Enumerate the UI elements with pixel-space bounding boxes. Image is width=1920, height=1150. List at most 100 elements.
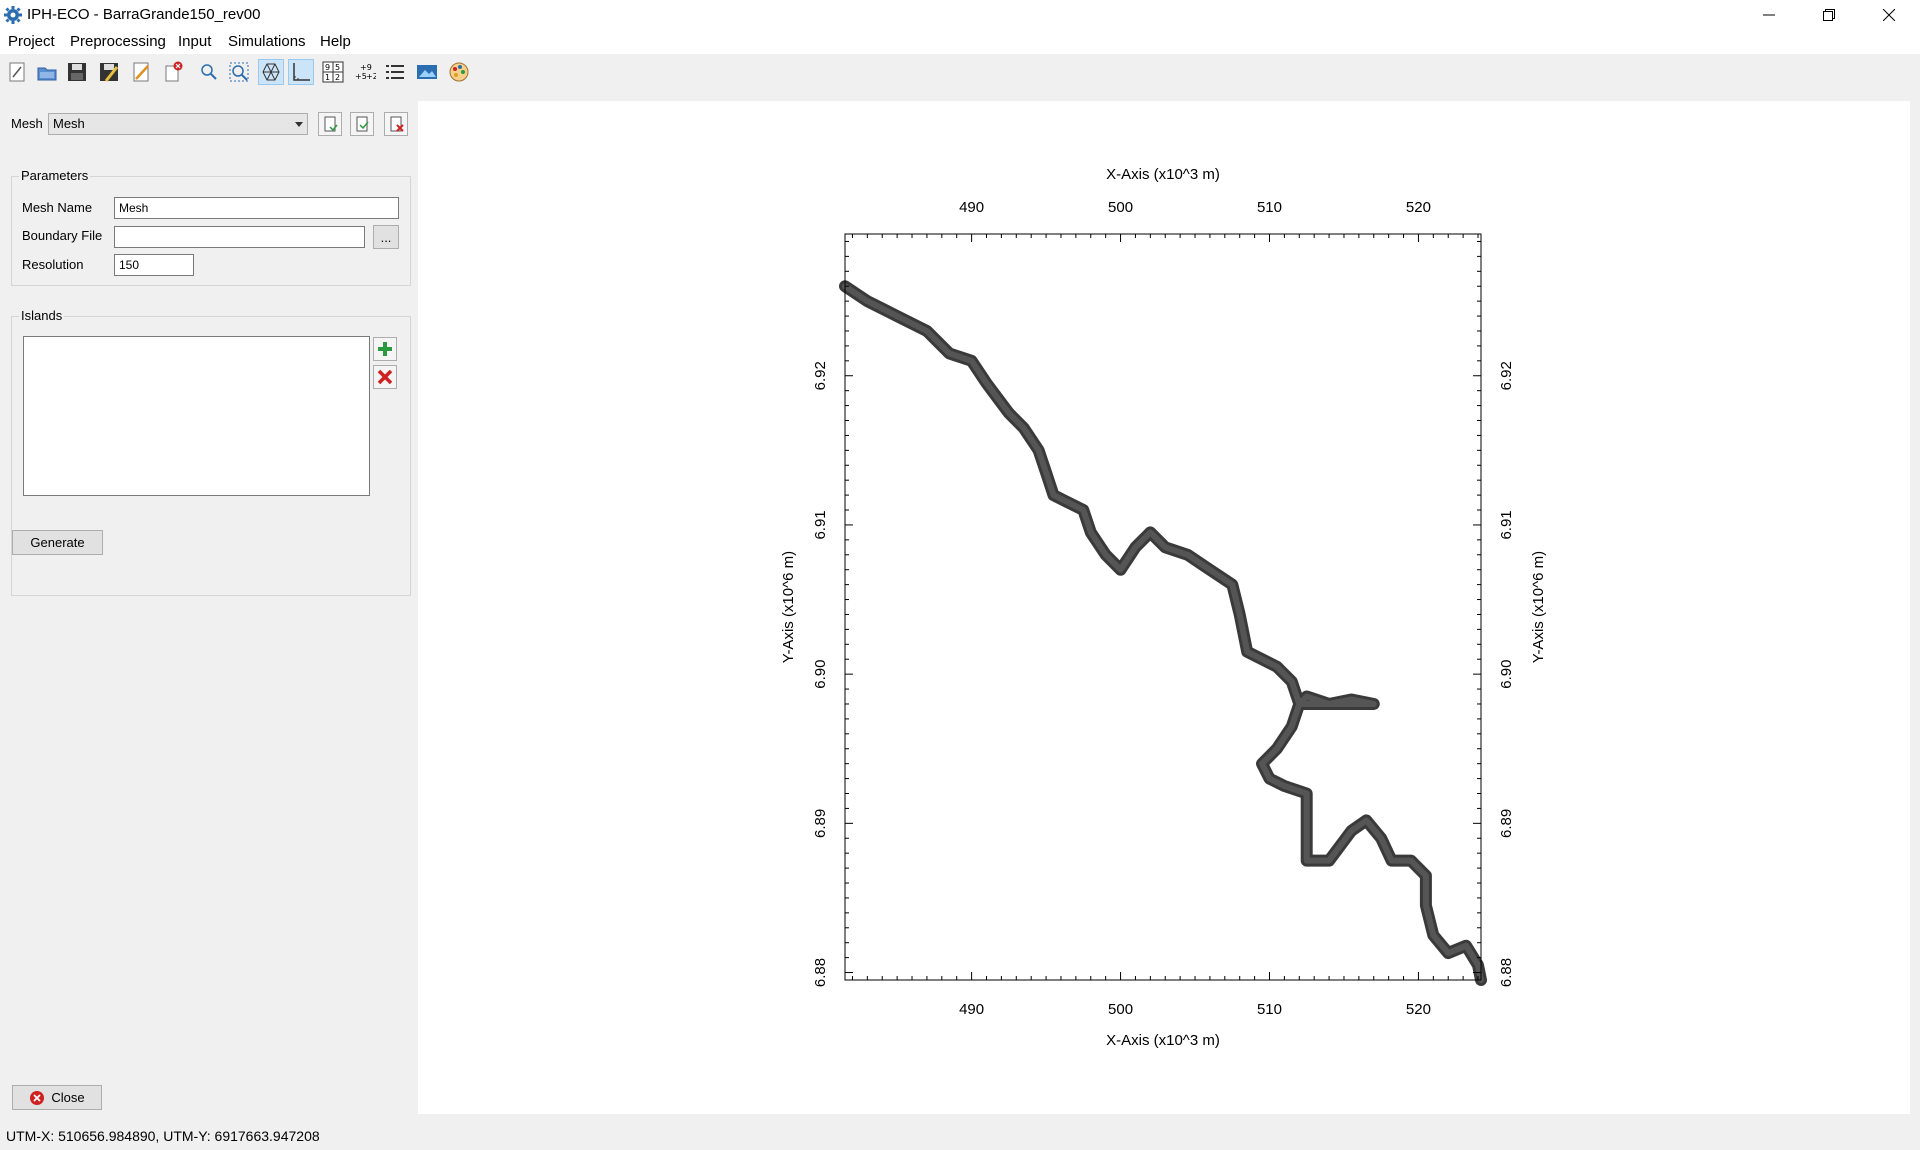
x-tick-label-top: 500 [1108,199,1133,216]
open-button[interactable] [34,59,60,85]
mesh-name-label: Mesh Name [22,200,93,215]
islands-title: Islands [19,308,65,323]
x-axis-label-top: X-Axis (x10^3 m) [1106,166,1220,183]
boundary-file-input[interactable] [114,226,365,248]
values-button[interactable]: +9 +5 +2 [352,59,378,85]
delete-mesh-button[interactable] [384,112,408,136]
x-axis-label-bottom: X-Axis (x10^3 m) [1106,1032,1220,1049]
menu-help[interactable]: Help [320,33,351,50]
new-icon [9,62,25,82]
svg-text:2: 2 [335,73,340,82]
new-button[interactable] [4,59,30,85]
zoom-icon [201,64,217,80]
clear-button[interactable] [160,59,186,85]
parameters-group [11,176,411,286]
x-tick-label-top: 520 [1406,199,1431,216]
close-button[interactable]: Close [12,1085,102,1110]
delete-icon [377,369,393,385]
mesh-select-value: Mesh [53,116,85,131]
status-bar: UTM-X: 510656.984890, UTM-Y: 6917663.947… [6,1128,320,1144]
mesh-panel: Mesh Mesh Parameters Mesh Name Mesh Boun… [0,90,417,1115]
zoom-fit-icon [229,62,249,82]
svg-text:5: 5 [335,63,340,72]
x-tick-label-bottom: 510 [1257,1001,1282,1018]
y-axis-label-left: Y-Axis (x10^6 m) [780,551,797,663]
new-document-icon [324,116,338,132]
edit-button[interactable] [128,59,154,85]
resolution-input[interactable]: 150 [114,254,194,276]
zoom-button[interactable] [196,59,222,85]
zoom-fit-button[interactable] [226,59,252,85]
generate-button[interactable]: Generate [12,530,103,555]
axes-icon [293,63,310,81]
close-circle-icon [30,1090,45,1105]
palette-icon [449,62,469,82]
axes-button[interactable] [288,59,314,85]
save-as-button[interactable] [96,59,122,85]
x-tick-label-bottom: 490 [959,1001,984,1018]
y-tick-label-right: 6.89 [1498,809,1515,838]
y-axis-label-right: Y-Axis (x10^6 m) [1530,551,1547,663]
y-tick-label-left: 6.92 [812,361,829,390]
save-as-icon [100,63,119,82]
x-tick-label-top: 510 [1257,199,1282,216]
grid-numbers-icon: 9 51 2 [322,61,344,83]
menu-simulations[interactable]: Simulations [228,33,306,50]
y-tick-label-left: 6.91 [812,510,829,539]
chevron-down-icon [295,122,303,127]
mesh-label: Mesh [11,116,43,131]
resolution-label: Resolution [22,257,84,272]
browse-button[interactable]: ... [373,225,399,249]
mesh-view-button[interactable] [258,59,284,85]
add-island-button[interactable] [373,337,397,361]
save-icon [68,63,86,81]
check-document-icon [356,116,369,132]
x-tick-label-top: 490 [959,199,984,216]
plot-frame [844,233,1482,981]
close-icon [1883,9,1895,21]
remove-island-button[interactable] [373,365,397,389]
save-button[interactable] [64,59,90,85]
map-canvas[interactable]: 490 490 500 500 510 510 520 520 6.88 6.88 6.89 6.89… [418,101,1910,1114]
apply-mesh-button[interactable] [350,112,374,136]
new-mesh-button[interactable] [318,112,342,136]
y-tick-label-right: 6.91 [1498,510,1515,539]
menu-preprocessing[interactable]: Preprocessing [70,33,166,50]
menu-input[interactable]: Input [178,33,212,50]
svg-text:9: 9 [325,63,330,72]
window-title: IPH-ECO - BarraGrande150_rev00 [27,6,261,23]
palette-button[interactable] [446,59,472,85]
menu-bar: Project Preprocessing Input Simulations … [0,30,1920,54]
mesh-name-input[interactable]: Mesh [114,197,399,219]
legend-button[interactable] [382,59,408,85]
app-gear-icon [4,6,22,24]
y-tick-label-right: 6.90 [1498,660,1515,689]
islands-group [11,316,411,596]
y-tick-label-right: 6.88 [1498,958,1515,987]
svg-text:+2: +2 [366,72,376,81]
restore-icon [1823,9,1835,21]
close-window-button[interactable] [1860,0,1918,30]
y-tick-label-left: 6.88 [812,958,829,987]
boundary-file-label: Boundary File [22,228,103,243]
menu-project[interactable]: Project [8,33,55,50]
x-tick-label-bottom: 520 [1406,1001,1431,1018]
minimize-button[interactable] [1740,0,1798,30]
islands-list[interactable] [23,336,370,496]
ticks-layer: 490 490 500 500 510 510 520 520 6.88 6.88 6.89 6.89… [812,199,1515,1018]
edit-icon [133,62,149,82]
x-tick-label-bottom: 500 [1108,1001,1133,1018]
svg-text:+5: +5 [355,72,367,81]
parameters-title: Parameters [19,168,91,183]
svg-text:+9: +9 [360,63,372,72]
minimize-icon [1763,14,1775,16]
mesh-select[interactable]: Mesh [48,113,308,135]
restore-button[interactable] [1800,0,1858,30]
clear-icon [165,61,183,82]
legend-icon [386,65,404,79]
close-button-label: Close [51,1090,85,1105]
map-button[interactable] [414,59,440,85]
mesh-plot[interactable]: 490 490 500 500 510 510 520 520 6.88 6.88 6.89 6.89… [418,101,1910,1114]
svg-text:1: 1 [325,73,330,82]
